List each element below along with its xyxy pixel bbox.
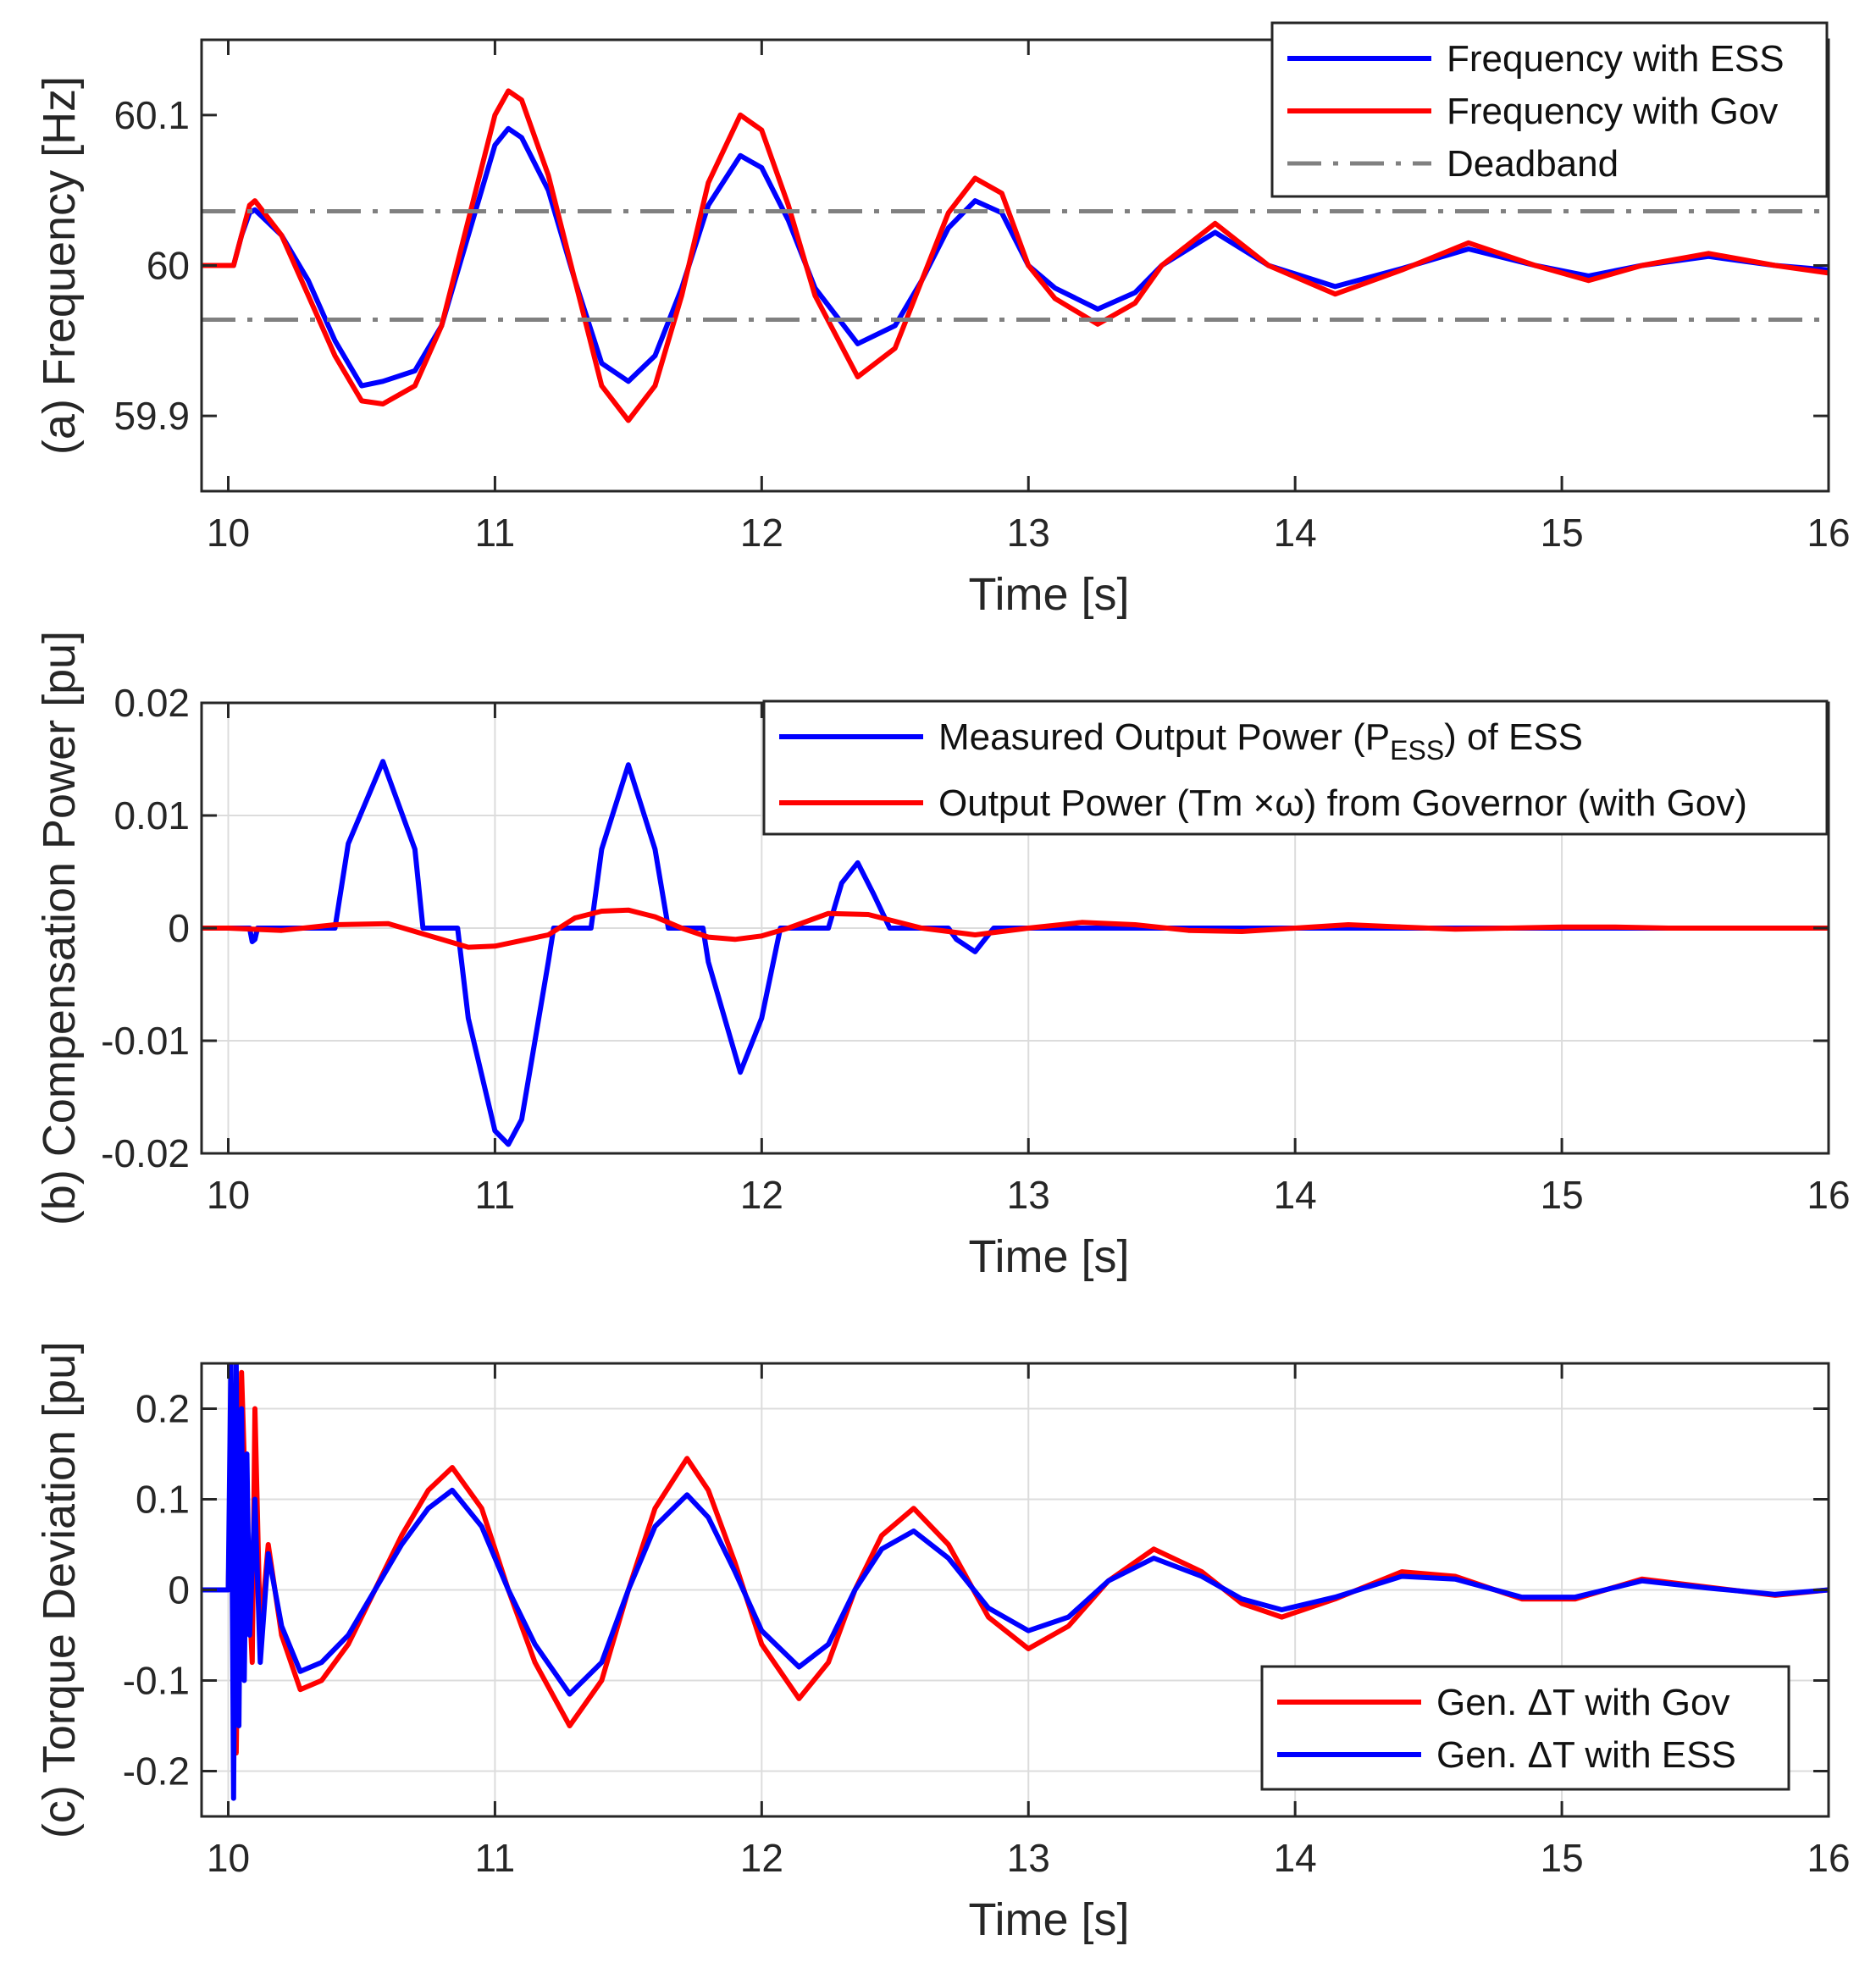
y-tick-label: -0.01 (101, 1019, 190, 1063)
y-tick-label: -0.1 (123, 1659, 190, 1703)
x-tick-label: 16 (1807, 1173, 1850, 1217)
x-tick-label: 15 (1540, 1836, 1583, 1880)
y-tick-label: -0.02 (101, 1131, 190, 1175)
legend-label: Frequency with Gov (1447, 91, 1778, 132)
y-axis-label: (b) Compensation Power [pu] (34, 631, 85, 1225)
x-axis-label: Time [s] (968, 1231, 1129, 1282)
y-tick-label: 0.01 (113, 793, 190, 837)
x-tick-label: 12 (740, 511, 783, 555)
y-tick-label: 0 (168, 906, 190, 950)
x-tick-label: 16 (1807, 511, 1850, 555)
panel-b: 10 11 12 13 14 15 16 -0.02 -0.01 0 0.01 0.02 Time [s… (34, 631, 1851, 1282)
legend-label: Deadband (1447, 143, 1619, 185)
x-tick-label: 11 (475, 1836, 516, 1880)
legend-label: Frequency with ESS (1447, 38, 1785, 80)
panel-c: 10 11 12 13 14 15 16 -0.2 -0.1 0 0.1 0.2 Time [s] (c)… (34, 1341, 1851, 1945)
x-tick-label: 15 (1540, 1173, 1583, 1217)
legend-label: Gen. ΔT with Gov (1436, 1682, 1729, 1723)
series-line-b-1 (202, 907, 1829, 950)
y-tick-label: 0 (168, 1568, 190, 1612)
legend-c: Gen. ΔT with Gov Gen. ΔT with ESS (1260, 1665, 1790, 1791)
panel-a: 10 11 12 13 14 15 16 59.9 60 60.1 Time [s] (a) Freq… (34, 21, 1851, 620)
legend-b: Measured Output Power (PESS) of ESS Outpu… (762, 699, 1829, 836)
y-tick-label: 0.2 (136, 1387, 190, 1431)
series-line-a-1 (202, 88, 1829, 423)
y-axis-label: (c) Torque Deviation [pu] (34, 1341, 85, 1838)
x-tick-label: 15 (1540, 511, 1583, 555)
x-tick-label: 14 (1274, 1836, 1317, 1880)
y-tick-label: -0.2 (123, 1750, 190, 1794)
legend-box (1260, 1665, 1790, 1791)
x-tick-label: 13 (1007, 1173, 1050, 1217)
legend-label: Gen. ΔT with ESS (1436, 1734, 1736, 1776)
x-tick-label: 10 (207, 1836, 250, 1880)
x-tick-label: 12 (740, 1836, 783, 1880)
legend-box (762, 699, 1829, 836)
legend-a: Frequency with ESS Frequency with Gov Dead… (1270, 21, 1829, 198)
x-tick-label: 14 (1274, 1173, 1317, 1217)
x-tick-label: 10 (207, 1173, 250, 1217)
legend-label: Measured Output Power (PESS) of ESS (938, 716, 1583, 766)
x-tick-label: 16 (1807, 1836, 1850, 1880)
y-tick-label: 59.9 (113, 394, 190, 438)
y-tick-label: 0.1 (136, 1478, 190, 1522)
x-tick-label: 14 (1274, 511, 1317, 555)
x-tick-label: 13 (1007, 511, 1050, 555)
x-axis-label: Time [s] (968, 1894, 1129, 1945)
series-line-c-1 (202, 1363, 1829, 1801)
series-line-a-0 (202, 125, 1829, 389)
x-tick-label: 10 (207, 511, 250, 555)
y-tick-label: 0.02 (113, 681, 190, 725)
y-tick-label: 60.1 (113, 93, 190, 137)
x-tick-label: 11 (475, 1173, 516, 1217)
x-axis-label: Time [s] (968, 569, 1129, 620)
series-line-b-0 (202, 759, 1829, 1147)
y-tick-label: 60 (147, 244, 190, 288)
x-tick-label: 12 (740, 1173, 783, 1217)
x-tick-label: 13 (1007, 1836, 1050, 1880)
y-axis-label: (a) Frequency [Hz] (34, 76, 85, 455)
legend-label: Output Power (Tm ×ω) from Governor (with… (938, 782, 1747, 824)
x-tick-label: 11 (475, 511, 516, 555)
